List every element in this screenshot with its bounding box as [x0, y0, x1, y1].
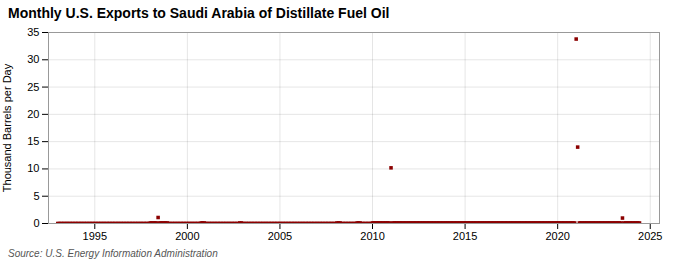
- svg-text:2005: 2005: [268, 230, 292, 242]
- svg-text:2015: 2015: [453, 230, 477, 242]
- svg-text:2025: 2025: [638, 230, 662, 242]
- svg-text:2000: 2000: [175, 230, 199, 242]
- svg-text:1995: 1995: [83, 230, 107, 242]
- svg-text:10: 10: [27, 162, 39, 174]
- svg-text:Thousand Barrels per Day: Thousand Barrels per Day: [1, 63, 13, 192]
- svg-text:15: 15: [27, 135, 39, 147]
- svg-text:30: 30: [27, 53, 39, 65]
- svg-text:5: 5: [33, 190, 39, 202]
- svg-text:25: 25: [27, 81, 39, 93]
- html-text:Monthly U.S. Exports to Saudi: Monthly U.S. Exports to Saudi Arabia of …: [8, 5, 390, 21]
- html-text:Source: U.S. Energy Informatio: Source: U.S. Energy Information Administ…: [8, 248, 218, 259]
- svg-text:20: 20: [27, 108, 39, 120]
- svg-text:35: 35: [27, 26, 39, 38]
- svg-text:2010: 2010: [360, 230, 384, 242]
- svg-text:2020: 2020: [545, 230, 569, 242]
- svg-text:0: 0: [33, 217, 39, 229]
